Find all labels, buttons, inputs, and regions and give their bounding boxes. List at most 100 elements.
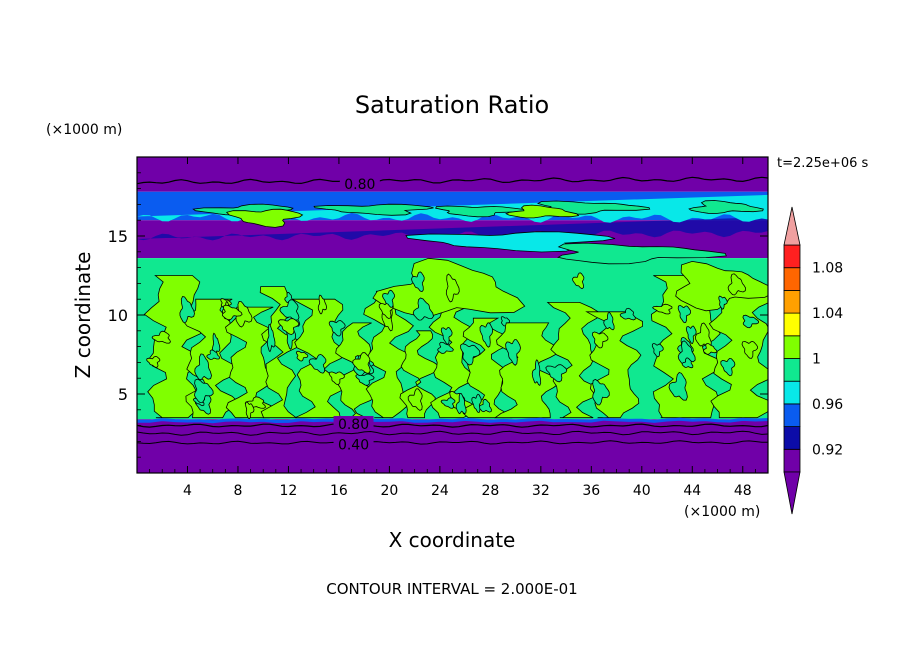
moist-column (143, 275, 206, 419)
boundary-band (137, 417, 768, 424)
cloud-cell (505, 339, 521, 366)
cloud-cell (603, 311, 615, 331)
cloud-cell (531, 359, 542, 386)
sloped-moist-band (557, 242, 727, 265)
colorbar-tick-label: 1.04 (812, 306, 843, 322)
x-tick-label: 36 (582, 483, 600, 499)
cyan-patch (313, 203, 434, 216)
contour-line-040 (137, 440, 768, 445)
cloud-cell (317, 294, 328, 315)
cloud-cell (545, 364, 568, 383)
y-axis: 5 10 15 (108, 172, 768, 458)
x-tick-label: 20 (380, 483, 398, 499)
cloud-cell (652, 303, 673, 315)
cloud-cell (146, 355, 161, 368)
cloud-cell (720, 357, 736, 377)
y-axis-label: Z coordinate (71, 252, 95, 379)
x-tick-label: 12 (280, 483, 298, 499)
colorbar-over-arrow (783, 206, 801, 246)
colorbar-tick-label: 1.08 (812, 261, 843, 277)
colorbar-swatch (783, 448, 801, 473)
cloud-cell (355, 373, 375, 386)
x-tick-label: 48 (734, 483, 752, 499)
cloud-cell (352, 352, 371, 374)
layer-lower-dry (137, 419, 768, 473)
contour-label: 0.80 (338, 417, 369, 433)
contour-label-bg (333, 436, 374, 452)
cloud-cell (681, 357, 694, 369)
cloud-cell (702, 342, 718, 355)
cloud-cell (308, 353, 327, 374)
layer-upper-dry (137, 157, 768, 192)
cloud-cell (221, 304, 243, 321)
colorbar-swatch (783, 403, 801, 427)
cloud-cell (572, 272, 585, 290)
green-lens (505, 204, 580, 219)
y-tick-label: 10 (108, 306, 128, 325)
x-axis-label: X coordinate (389, 528, 516, 552)
plot-area (137, 157, 768, 473)
cloud-cell (277, 318, 300, 336)
colorbar: 0.92 0.96 1 1.04 1.08 (783, 206, 843, 515)
x-tick-label: 4 (183, 483, 192, 499)
cloud-cell (179, 296, 195, 324)
cloud-cell (151, 330, 171, 344)
cloud-cell (245, 401, 255, 420)
cloud-cell (206, 349, 221, 360)
x-tick-label: 40 (633, 483, 651, 499)
cloud-cell (194, 353, 212, 381)
contour-label-bg (339, 175, 380, 191)
cloud-cell (685, 325, 697, 344)
y-unit-label: (×1000 m) (46, 122, 122, 138)
cloud-cell (455, 392, 467, 415)
colorbar-swatch (783, 267, 801, 291)
colorbar-tick-label: 0.92 (812, 442, 843, 458)
green-lens (225, 208, 304, 228)
colorbar-tick-label: 1 (812, 352, 821, 368)
cloud-cell (741, 340, 758, 359)
cloud-cell (677, 304, 692, 324)
x-tick-label: 24 (431, 483, 449, 499)
moist-column (546, 302, 602, 419)
colorbar-swatch (783, 312, 801, 337)
moist-column (259, 286, 300, 419)
cyan-patch (435, 205, 526, 218)
x-tick-label: 44 (683, 483, 701, 499)
y-tick-label: 5 (118, 385, 128, 404)
cloud-cell (592, 378, 610, 406)
colorbar-swatch (783, 244, 801, 269)
colorbar-swatch (783, 426, 801, 450)
contour-line-080-lower (137, 423, 768, 428)
colorbar-swatch (783, 380, 801, 405)
contour-line-060 (137, 430, 768, 436)
contour-label: 0.80 (344, 177, 375, 193)
cloud-cell (440, 397, 456, 409)
x-tick-label: 28 (481, 483, 499, 499)
cloud-cell (619, 307, 636, 321)
cloud-cell (718, 295, 728, 310)
cloud-cell (471, 393, 482, 413)
x-tick-label: 8 (233, 483, 242, 499)
cloud-cell (437, 341, 454, 354)
colorbar-under-arrow (783, 471, 801, 515)
y-tick-label: 15 (108, 227, 128, 246)
cloud-cell (412, 297, 434, 321)
cloud-cell (407, 388, 423, 411)
cloud-cell (445, 273, 460, 303)
cloud-cell (328, 371, 345, 385)
colorbar-tick-label: 0.96 (812, 397, 843, 413)
cloud-cell (295, 350, 309, 362)
colorbar-swatch (783, 335, 801, 359)
cloud-cell (266, 324, 276, 353)
x-tick-label: 16 (330, 483, 348, 499)
contour-label: 0.40 (338, 438, 369, 454)
x-unit-label: (×1000 m) (684, 504, 760, 520)
cloud-cell (460, 343, 481, 366)
dark-blue-band (137, 217, 768, 241)
cloud-cell (328, 320, 346, 337)
x-tick-label: 32 (532, 483, 550, 499)
cloud-cell (479, 322, 494, 348)
cloud-cell (382, 289, 395, 308)
cloud-cell (411, 271, 425, 293)
